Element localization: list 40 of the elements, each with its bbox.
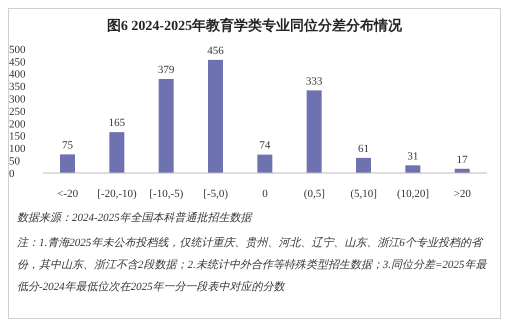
x-tick-label: >20 bbox=[454, 188, 472, 200]
data-label: 75 bbox=[62, 139, 74, 152]
y-tick-label: 350 bbox=[9, 81, 26, 94]
data-label: 456 bbox=[207, 44, 224, 57]
y-tick-label: 300 bbox=[9, 94, 26, 106]
y-tick-label: 150 bbox=[9, 130, 26, 143]
bar bbox=[60, 154, 75, 173]
data-label: 165 bbox=[108, 117, 126, 130]
y-tick-label: 0 bbox=[9, 168, 15, 180]
bar bbox=[158, 79, 174, 173]
x-tick-label: (0,5] bbox=[304, 188, 325, 200]
bar bbox=[208, 60, 223, 173]
bar bbox=[356, 158, 371, 173]
x-tick-label: 0 bbox=[262, 188, 268, 200]
data-label: 333 bbox=[306, 75, 323, 88]
bar bbox=[405, 165, 420, 173]
x-tick-label: (5,10] bbox=[350, 188, 377, 200]
bar bbox=[109, 132, 124, 173]
y-tick-label: 200 bbox=[9, 118, 26, 130]
x-tick-label: [-10,-5) bbox=[149, 188, 184, 200]
data-label: 74 bbox=[259, 140, 271, 152]
chart-title: 图6 2024-2025年教育学类专业同位分差分布情况 bbox=[106, 17, 404, 35]
bar bbox=[306, 90, 322, 173]
data-label: 379 bbox=[158, 64, 175, 76]
y-tick-label: 250 bbox=[9, 106, 26, 118]
data-label: 17 bbox=[456, 154, 468, 166]
y-tick-label: 450 bbox=[9, 56, 26, 68]
x-tick-label: [-5,0) bbox=[203, 188, 228, 200]
data-label: 31 bbox=[407, 150, 418, 162]
text: 注：1.青海2025年未公布投档线，仅统计重庆、贵州、河北、辽宁、山东、浙江6个专业投档的省份，其中山东、浙江不含2段数据；2.未统计中外合作等特殊类型招生数据；3.同位分差=2025年最低分-2024年最低位次在2025年一分一段表中对应的分数 bbox=[17, 236, 488, 295]
bar bbox=[257, 154, 272, 173]
y-tick-label: 100 bbox=[9, 143, 26, 156]
y-tick-label: 50 bbox=[9, 156, 20, 168]
y-tick-label: 400 bbox=[9, 68, 26, 81]
source-note: 数据来源：2024-2025年全国本科普通批招生数据 bbox=[17, 210, 254, 226]
x-tick-label: (10,20] bbox=[396, 188, 430, 200]
x-tick-label: [-20,-10) bbox=[97, 188, 138, 200]
x-tick-label: <-20 bbox=[57, 188, 79, 200]
data-label: 61 bbox=[358, 142, 369, 155]
y-tick-label: 500 bbox=[9, 44, 26, 56]
